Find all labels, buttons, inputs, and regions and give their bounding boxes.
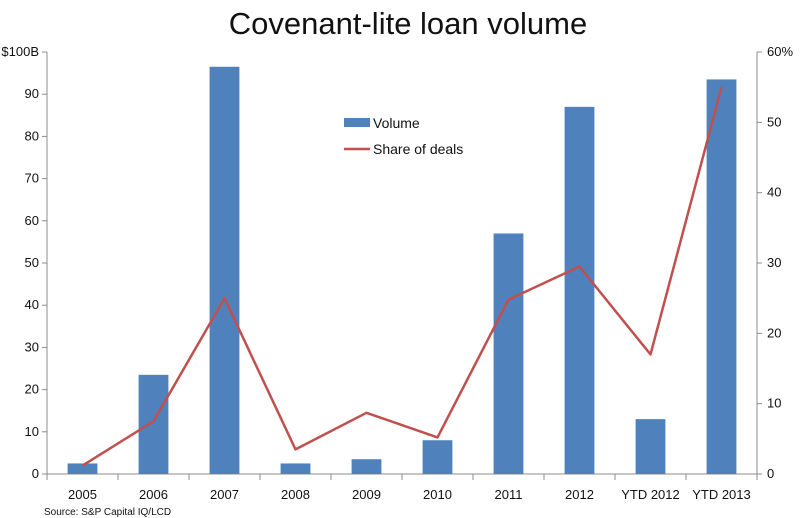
y-left-tick-label: 60 (25, 213, 39, 228)
bar-volume (422, 440, 453, 474)
y-left-tick-label: $100B (1, 44, 39, 59)
x-tick-label: YTD 2012 (621, 487, 680, 502)
x-tick-label: 2006 (139, 487, 168, 502)
y-left-tick-label: 90 (25, 86, 39, 101)
bar-volume (280, 463, 311, 474)
x-tick-label: 2009 (352, 487, 381, 502)
y-left-tick-label: 10 (25, 424, 39, 439)
bar-volume (209, 66, 240, 475)
y-left-tick-label: 40 (25, 297, 39, 312)
x-tick-label: 2005 (68, 487, 97, 502)
y-left-tick-label: 50 (25, 255, 39, 270)
legend-swatch-volume (344, 118, 370, 127)
bar-series (67, 66, 737, 475)
bar-volume (351, 459, 382, 474)
bar-volume (564, 106, 595, 475)
y-left-tick-label: 20 (25, 382, 39, 397)
legend-label-share: Share of deals (373, 141, 463, 157)
y-right-tick-label: 60% (767, 44, 793, 59)
chart-title: Covenant-lite loan volume (229, 6, 587, 41)
y-left-tick-label: 0 (32, 466, 39, 481)
bar-volume (706, 79, 737, 475)
y-left-tick-label: 80 (25, 128, 39, 143)
x-tick-label: 2012 (565, 487, 594, 502)
bar-volume (67, 463, 98, 474)
bar-volume (493, 233, 524, 474)
x-tick-label: 2011 (495, 487, 523, 502)
y-right-tick-label: 40 (767, 185, 781, 200)
line-share-of-deals (81, 86, 723, 467)
y-right-tick-label: 20 (767, 325, 781, 340)
y-right-tick-label: 50 (767, 114, 781, 129)
legend-label-volume: Volume (373, 115, 420, 131)
y-right-tick-label: 0 (767, 466, 774, 481)
x-tick-label: 2010 (423, 487, 452, 502)
legend: Volume Share of deals (344, 115, 463, 157)
axes: 0 10 20 30 40 50 60 70 80 90 $100B 0 10 20 30 40 50 60% 20… (1, 44, 793, 502)
y-right-tick-label: 10 (767, 396, 781, 411)
source-note: Source: S&P Capital IQ/LCD (44, 507, 171, 518)
x-tick-label: 2007 (210, 487, 239, 502)
x-tick-label: 2008 (281, 487, 310, 502)
y-left-tick-label: 30 (25, 339, 39, 354)
x-tick-label: YTD 2013 (692, 487, 751, 502)
y-right-tick-label: 30 (767, 255, 781, 270)
bar-volume (635, 419, 666, 474)
line-series (81, 86, 723, 467)
y-left-tick-label: 70 (25, 171, 39, 186)
bar-volume (138, 374, 169, 474)
